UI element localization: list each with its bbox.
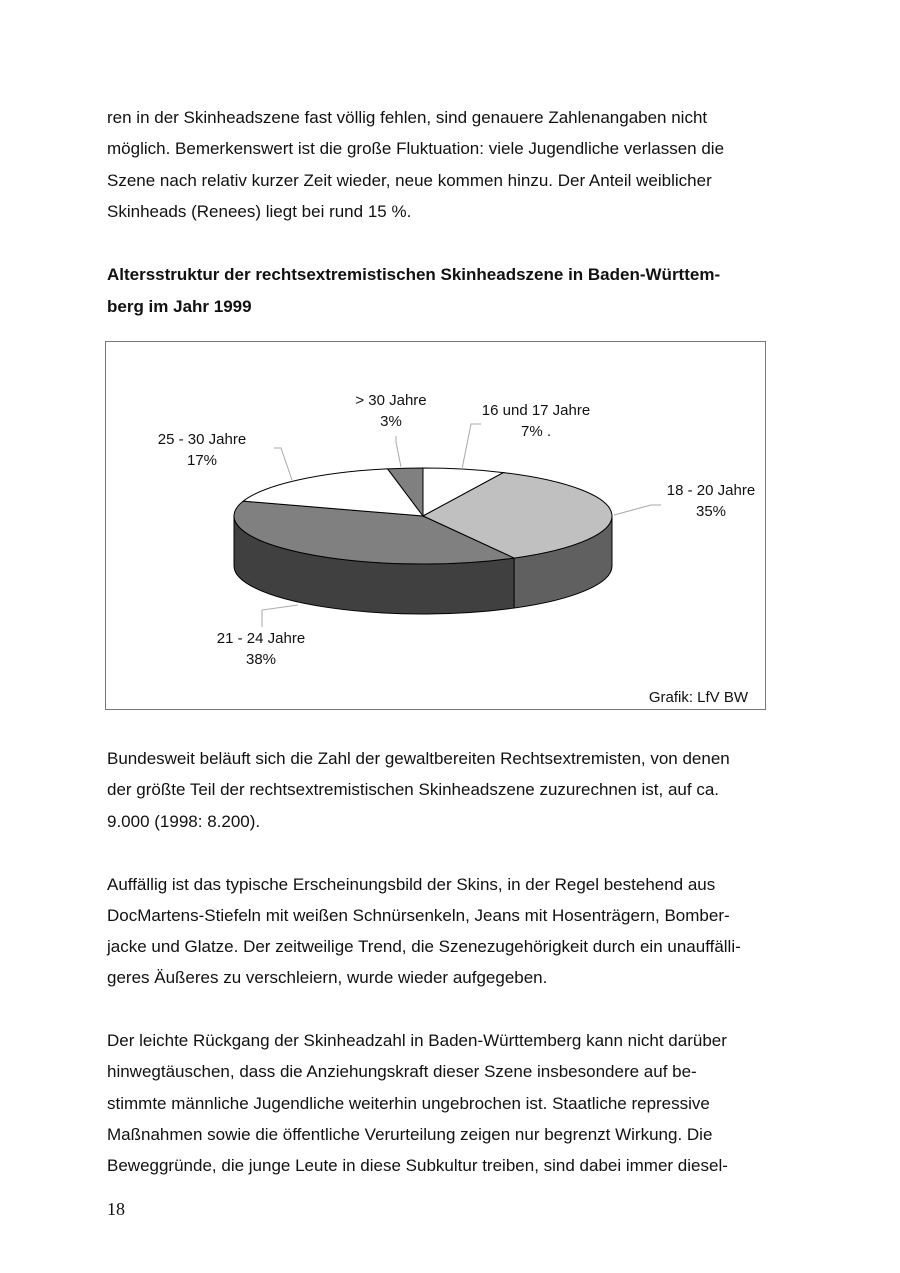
slice-value-label: 35% (696, 503, 726, 520)
slice-value-label: 38% (246, 651, 276, 668)
leader-line (261, 604, 299, 627)
text-line: Auffällig ist das typische Erscheinungsb… (107, 875, 716, 894)
pie-slice (233, 500, 516, 565)
leader-line (274, 447, 293, 481)
text-line: 9.000 (1998: 8.200). (107, 812, 261, 831)
leader-line (613, 504, 661, 516)
text-line: Der leichte Rückgang der Skinheadzahl in… (107, 1031, 727, 1050)
pie-chart: 16 und 17 Jahre 7% . 18 - 20 Jahre 35% 21 - … (158, 392, 755, 706)
slice-value-label: 7% . (521, 423, 551, 440)
pie-slice (421, 472, 613, 559)
text-line: Beweggründe, die junge Leute in diese Su… (107, 1156, 728, 1175)
text-line: ren in der Skinheadszene fast völlig feh… (107, 108, 708, 127)
chart-source: Grafik: LfV BW (649, 689, 749, 706)
text-line: jacke und Glatze. Der zeitweilige Trend,… (107, 937, 741, 956)
text-line: DocMartens-Stiefeln mit weißen Schnürsen… (107, 906, 730, 925)
text-line: Maßnahmen sowie die öffentliche Verurtei… (107, 1125, 713, 1144)
pie-chart-box: 16 und 17 Jahre 7% . 18 - 20 Jahre 35% 21 - … (105, 341, 766, 710)
slice-category-label: 16 und 17 Jahre (482, 402, 590, 419)
text-line: hinwegtäuschen, dass die Anziehungskraft… (107, 1062, 697, 1081)
pie-slice (386, 467, 424, 518)
leader-line (461, 423, 481, 470)
text-line: Bundesweit beläuft sich die Zahl der gew… (107, 749, 730, 768)
slice-value-label: 3% (380, 413, 402, 430)
text-line: möglich. Bemerkenswert ist die große Flu… (107, 139, 725, 158)
page-number: 18 (107, 1199, 125, 1219)
pie-slice (241, 468, 425, 517)
slice-category-label: 25 - 30 Jahre (158, 431, 246, 448)
leader-line (395, 436, 402, 468)
slice-category-label: 21 - 24 Jahre (217, 630, 305, 647)
text-line: Skinheads (Renees) liegt bei rund 15 %. (107, 202, 412, 221)
slice-category-label: 18 - 20 Jahre (667, 482, 755, 499)
text-line: Szene nach relativ kurzer Zeit wieder, n… (107, 171, 712, 190)
text-line: stimmte männliche Jugendliche weiterhin … (107, 1094, 710, 1113)
text-line: der größte Teil der rechtsextremistische… (107, 780, 719, 799)
heading-line: berg im Jahr 1999 (107, 297, 252, 316)
text-line: geres Äußeres zu verschleiern, wurde wie… (107, 968, 548, 987)
slice-category-label: > 30 Jahre (355, 392, 426, 409)
slice-value-label: 17% (187, 452, 217, 469)
heading-line: Altersstruktur der rechtsextremistischen… (107, 265, 721, 284)
